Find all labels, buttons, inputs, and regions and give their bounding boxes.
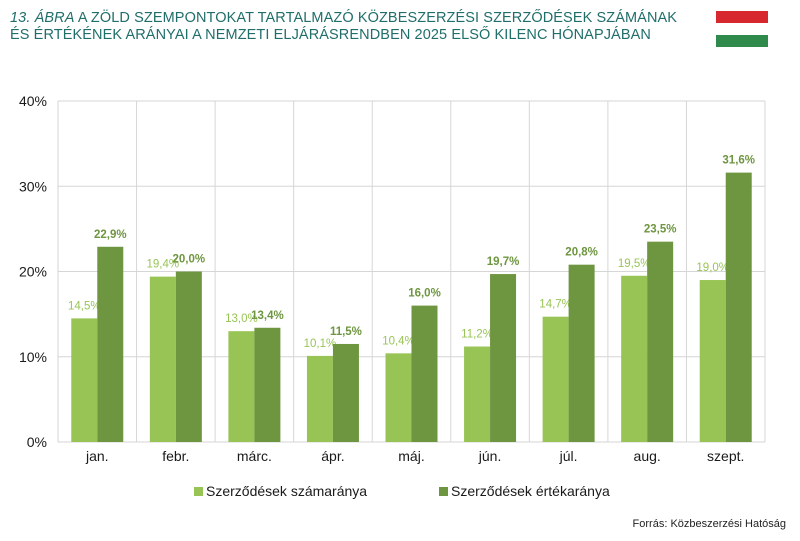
flag-stripe-red [716, 11, 768, 23]
legend-swatch [194, 487, 203, 496]
flag-stripe-white [716, 23, 768, 35]
bar [332, 343, 359, 442]
bar [97, 246, 124, 442]
bar [254, 327, 281, 442]
data-label: 20,8% [565, 247, 598, 259]
y-tick-label: 30% [19, 178, 47, 194]
source-note: Forrás: Közbeszerzési Hatóság [632, 518, 786, 530]
data-label: 19,5% [618, 258, 651, 270]
data-label: 10,1% [304, 338, 337, 350]
figure-label: 13. ábra [10, 10, 75, 26]
bar [306, 355, 333, 442]
legend-label: Szerződések számaránya [206, 483, 367, 499]
bar [725, 172, 752, 443]
y-tick-label: 0% [27, 434, 47, 450]
x-tick-label: júl. [559, 448, 578, 464]
bar [647, 241, 674, 442]
x-tick-label: aug. [634, 448, 661, 464]
bar [71, 318, 98, 442]
bar [464, 346, 491, 442]
data-label: 10,4% [382, 335, 415, 347]
bar [621, 275, 648, 442]
hungarian-flag-icon [716, 11, 768, 47]
data-label: 20,0% [173, 254, 206, 266]
x-tick-label: ápr. [321, 448, 344, 464]
bar [490, 274, 517, 442]
data-label: 19,7% [487, 256, 520, 268]
data-label: 22,9% [94, 229, 127, 241]
data-label: 14,7% [539, 299, 572, 311]
bar [175, 271, 202, 442]
y-tick-label: 10% [19, 349, 47, 365]
data-label: 19,4% [147, 259, 180, 271]
data-label: 31,6% [722, 155, 755, 167]
x-tick-label: jún. [478, 448, 502, 464]
data-label: 16,0% [408, 288, 441, 300]
chart-title: 13. ábra A zöld szempontokat tartalmazó … [10, 10, 700, 44]
x-tick-label: febr. [162, 448, 189, 464]
x-tick-label: márc. [237, 448, 272, 464]
bar [411, 305, 438, 442]
x-tick-label: máj. [398, 448, 424, 464]
data-label: 13,0% [225, 313, 258, 325]
bar [228, 331, 255, 442]
y-tick-label: 20% [19, 264, 47, 280]
y-tick-label: 40% [19, 93, 47, 109]
bar [385, 353, 412, 442]
data-label: 23,5% [644, 224, 677, 236]
bar [542, 316, 569, 442]
legend-label: Szerződések értékaránya [451, 483, 610, 499]
x-tick-label: szept. [707, 448, 744, 464]
data-label: 14,5% [68, 300, 101, 312]
bar [568, 264, 595, 442]
bar [149, 276, 176, 442]
flag-stripe-green [716, 35, 768, 47]
data-label: 13,4% [251, 310, 284, 322]
legend-swatch [439, 487, 448, 496]
figure-title: A zöld szempontokat tartalmazó közbeszer… [10, 10, 678, 43]
data-label: 19,0% [696, 262, 729, 274]
data-label: 11,2% [461, 329, 493, 341]
bar [699, 280, 726, 442]
data-label: 11,5% [330, 326, 362, 338]
x-tick-label: jan. [85, 448, 109, 464]
